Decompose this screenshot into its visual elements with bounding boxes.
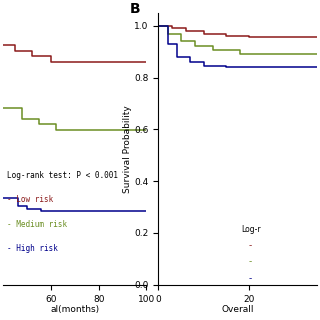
Text: - Low risk: - Low risk [7,195,54,204]
Text: -: - [249,258,252,267]
X-axis label: al(months): al(months) [50,305,100,314]
Text: -: - [249,274,252,283]
Text: Log-rank test: P < 0.001: Log-rank test: P < 0.001 [7,171,118,180]
Text: - High risk: - High risk [7,244,58,253]
Text: B: B [130,2,140,16]
Text: -: - [249,241,252,250]
Text: Log-r: Log-r [241,225,260,234]
Y-axis label: Survival Probability: Survival Probability [123,105,132,193]
X-axis label: Overall: Overall [221,305,254,314]
Text: - Medium risk: - Medium risk [7,220,68,228]
